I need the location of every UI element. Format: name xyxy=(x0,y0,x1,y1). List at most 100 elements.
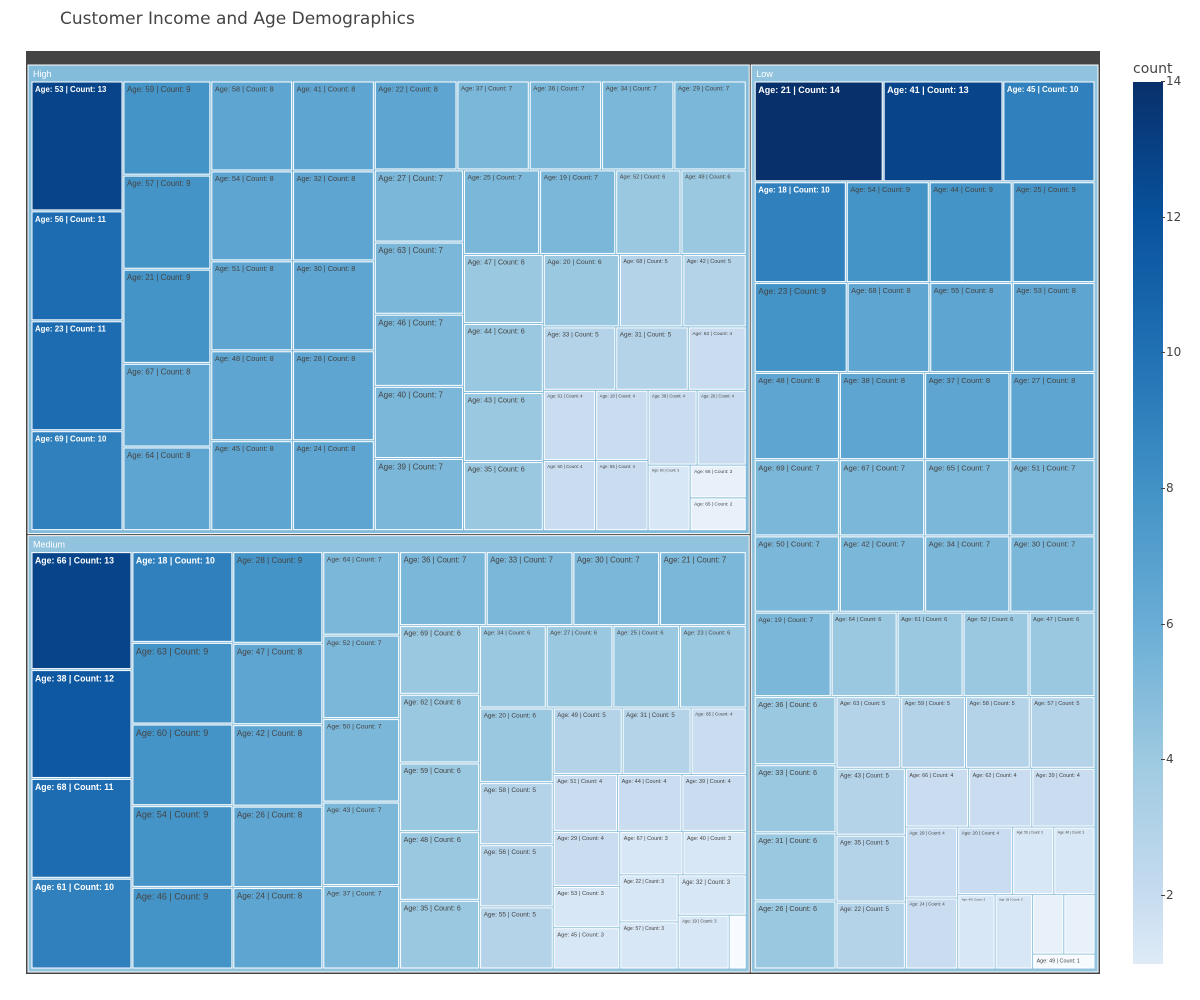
tile-low-age-29[interactable] xyxy=(905,827,958,898)
tile-high-age-47[interactable] xyxy=(463,254,543,323)
tile-low-age-25[interactable] xyxy=(1012,182,1095,283)
tile-low-age-48[interactable] xyxy=(754,372,839,460)
tile-medium-age-43[interactable] xyxy=(323,802,400,886)
tile-low-age-36[interactable] xyxy=(754,697,836,765)
tile-medium-age-62[interactable] xyxy=(400,694,480,763)
tile-high-age-24[interactable] xyxy=(293,441,374,531)
tile-medium-age-49[interactable] xyxy=(553,708,622,774)
tile-high-age-61[interactable] xyxy=(543,390,596,460)
tile-high-age-49[interactable] xyxy=(681,170,746,254)
tile-medium-age-32[interactable] xyxy=(678,875,746,915)
tile-high-age-28[interactable] xyxy=(293,351,374,441)
tile-high-age-53[interactable] xyxy=(31,81,123,211)
tile-low-age-44[interactable] xyxy=(929,182,1012,283)
tile-low-age-62[interactable] xyxy=(969,768,1032,827)
tile-high-age-46[interactable] xyxy=(374,314,463,386)
tile-low-age-22[interactable] xyxy=(836,902,905,969)
tile-medium-age-20[interactable] xyxy=(480,708,553,783)
tile-high-age-21[interactable] xyxy=(123,269,211,363)
tile-low-age-18[interactable] xyxy=(754,182,846,283)
tile-high-age-31[interactable] xyxy=(616,327,688,390)
tile-high-age-35[interactable] xyxy=(463,462,543,531)
tile-low-age-67[interactable] xyxy=(839,460,925,536)
tile-medium-age-24[interactable] xyxy=(233,888,323,969)
tile-low-age-28[interactable] xyxy=(995,895,1033,969)
tile-medium-age-36[interactable] xyxy=(400,552,486,626)
tile-medium-age-40[interactable] xyxy=(683,831,746,875)
tile-high-age-63[interactable] xyxy=(374,242,463,314)
tile-medium-age-50[interactable] xyxy=(323,719,400,802)
tile-low-age-40[interactable] xyxy=(958,895,995,969)
tile-low-age-52[interactable] xyxy=(963,612,1029,697)
tile-low-age-69[interactable] xyxy=(754,460,839,536)
tile-high-age-20[interactable] xyxy=(543,254,619,327)
tile-medium-age-57[interactable] xyxy=(620,922,678,969)
tile-high-age-26[interactable] xyxy=(697,390,746,465)
tile-high-age-33[interactable] xyxy=(543,327,616,390)
tile-medium-age-68[interactable] xyxy=(31,778,132,878)
tile-high-age-69[interactable] xyxy=(31,431,123,531)
tile-medium-age-65[interactable] xyxy=(691,708,746,774)
tile-medium-age-53[interactable] xyxy=(553,886,620,928)
tile-low-age-33[interactable] xyxy=(754,765,836,833)
tile-high-age-67[interactable] xyxy=(123,363,211,447)
tile-high-age-60[interactable] xyxy=(648,465,690,531)
tile-low-age-68[interactable] xyxy=(847,283,930,372)
tile-high-age-65[interactable] xyxy=(690,498,746,531)
tile-low-age-42[interactable] xyxy=(839,536,925,612)
tile-medium-age-25[interactable] xyxy=(613,626,680,708)
tile-medium-age-47[interactable] xyxy=(233,643,323,725)
tile-high-age-56[interactable] xyxy=(31,211,123,321)
tile-low-age-64[interactable] xyxy=(831,612,897,697)
tile-medium-age-61[interactable] xyxy=(31,878,132,969)
tile-low-age-20[interactable] xyxy=(958,827,1013,895)
tile-high-age-39[interactable] xyxy=(374,458,463,531)
tile-high-age-32[interactable] xyxy=(293,171,374,261)
tile-medium-age-38[interactable] xyxy=(31,670,132,778)
tile-medium-age-46[interactable] xyxy=(132,887,233,969)
tile-high-age-34[interactable] xyxy=(602,81,674,170)
tile-low-age-56[interactable] xyxy=(1013,827,1054,895)
tile-medium-age-39[interactable] xyxy=(682,774,746,831)
tile-medium-age-48[interactable] xyxy=(400,832,480,900)
tile-medium-age-51[interactable] xyxy=(553,774,618,831)
tile-medium-age-33[interactable] xyxy=(486,552,573,626)
tile-medium-age-59[interactable] xyxy=(400,763,480,832)
tile-low-age-38[interactable] xyxy=(839,372,925,460)
tile-low-age-61[interactable] xyxy=(897,612,963,697)
tile-medium-age-69[interactable] xyxy=(400,626,480,694)
tile-medium-age-31[interactable] xyxy=(622,708,691,774)
tile-low-age-53[interactable] xyxy=(1012,283,1095,372)
tile-low-age-59[interactable] xyxy=(901,697,966,768)
tile-low-age-27[interactable] xyxy=(1010,372,1095,460)
tile-high-age-36[interactable] xyxy=(529,81,602,170)
tile-high-age-55[interactable] xyxy=(596,460,648,531)
tile-medium-age-55[interactable] xyxy=(480,907,553,969)
tile-medium-age-37[interactable] xyxy=(323,886,400,969)
tile-medium-age-60[interactable] xyxy=(132,724,233,806)
tile-medium-age-30[interactable] xyxy=(573,552,660,626)
tile-medium-age-52[interactable] xyxy=(323,635,400,719)
tile-high-age-19[interactable] xyxy=(540,170,616,254)
tile-low-age-49[interactable] xyxy=(1033,954,1095,969)
tile-low-age-35[interactable] xyxy=(836,835,905,902)
tile-low-age-57[interactable] xyxy=(1030,697,1095,768)
tile-high-age-50[interactable] xyxy=(543,460,596,531)
tile-high-age-29[interactable] xyxy=(674,81,746,170)
tile-low-age-51[interactable] xyxy=(1010,460,1095,536)
tile-low-age-21[interactable] xyxy=(754,81,883,182)
tile-low-age-30[interactable] xyxy=(1010,536,1095,612)
tile-high-age-57[interactable] xyxy=(123,175,211,269)
tile-high-age-64[interactable] xyxy=(123,447,211,531)
tile-high-age-59[interactable] xyxy=(123,81,211,175)
tile-high-age-27[interactable] xyxy=(374,170,463,242)
tile-low-age-26[interactable] xyxy=(754,901,836,969)
tile-medium-age-23[interactable] xyxy=(680,626,746,708)
tile-medium-age-22[interactable] xyxy=(620,875,678,922)
tile-medium-age-18[interactable] xyxy=(132,552,233,642)
tile-low-age-23[interactable] xyxy=(754,283,847,372)
tile-low-age-32[interactable] xyxy=(1064,895,1095,954)
tile-medium-age-28[interactable] xyxy=(233,552,323,643)
tile-low-age-19[interactable] xyxy=(754,612,831,697)
tile-low-age-46[interactable] xyxy=(1054,827,1095,895)
